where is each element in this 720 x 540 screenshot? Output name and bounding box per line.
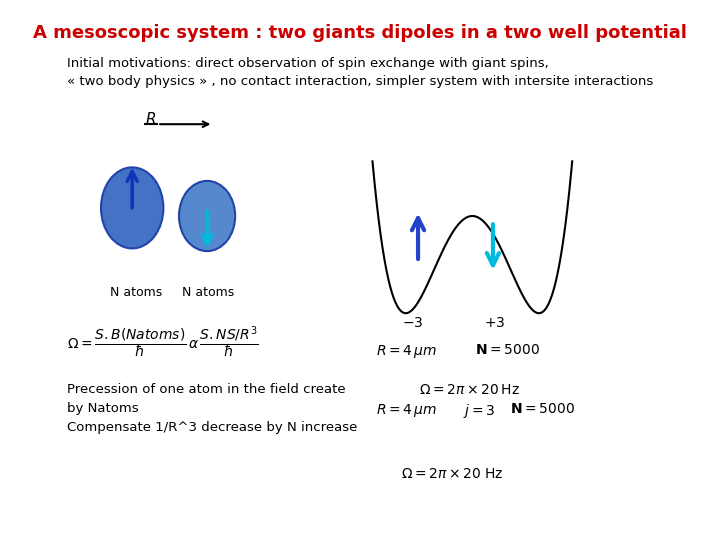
Text: $R = 4\,\mu$m: $R = 4\,\mu$m [376,343,437,360]
Text: $\mathbf{N} = 5000$: $\mathbf{N} = 5000$ [475,343,541,357]
Text: $\Omega = \dfrac{S.B(Natoms)}{\hbar}\,\alpha\,\dfrac{S.NS/R^3}{\hbar}$: $\Omega = \dfrac{S.B(Natoms)}{\hbar}\,\a… [67,324,258,360]
Text: $\Omega = 2\pi \times 20\,\mathrm{Hz}$: $\Omega = 2\pi \times 20\,\mathrm{Hz}$ [419,383,521,397]
Text: $+3$: $+3$ [484,316,505,330]
Ellipse shape [179,181,235,251]
Text: Compensate 1/R^3 decrease by N increase: Compensate 1/R^3 decrease by N increase [67,421,357,434]
Text: N atoms: N atoms [182,286,235,299]
Text: Initial motivations: direct observation of spin exchange with giant spins,: Initial motivations: direct observation … [67,57,549,70]
Ellipse shape [101,167,163,248]
Text: $j = 3$: $j = 3$ [463,402,495,420]
Text: $\Omega = 2\pi \times 20\;\mathrm{Hz}$: $\Omega = 2\pi \times 20\;\mathrm{Hz}$ [400,467,503,481]
Text: « two body physics » , no contact interaction, simpler system with intersite int: « two body physics » , no contact intera… [67,75,653,87]
Text: $R$: $R$ [145,111,156,127]
Text: by Natoms: by Natoms [67,402,138,415]
Text: Precession of one atom in the field create: Precession of one atom in the field crea… [67,383,346,396]
Text: A mesoscopic system : two giants dipoles in a two well potential: A mesoscopic system : two giants dipoles… [33,24,687,42]
Text: $-3$: $-3$ [402,316,423,330]
Text: $R = 4\,\mu$m: $R = 4\,\mu$m [376,402,437,419]
Text: $\mathbf{N} = 5000$: $\mathbf{N} = 5000$ [510,402,575,416]
Text: N atoms: N atoms [110,286,163,299]
